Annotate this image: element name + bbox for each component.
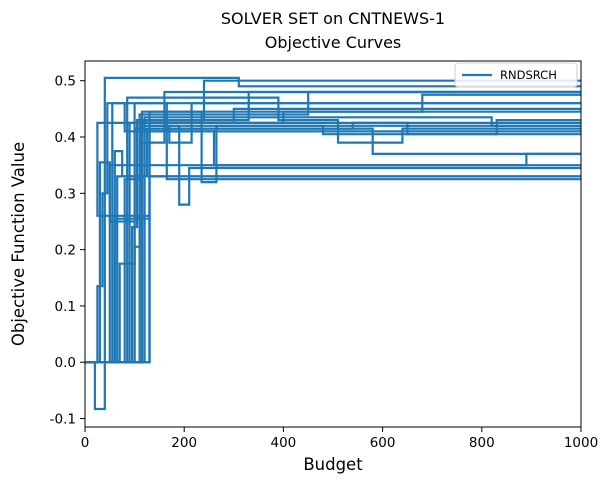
x-tick-label: 400 [271, 435, 297, 451]
legend-box [454, 62, 578, 88]
y-tick-label: 0.5 [55, 74, 76, 90]
plot-area [84, 60, 582, 428]
y-tick-label: 0.4 [55, 130, 76, 146]
series-line-9 [85, 90, 581, 364]
y-tick-label: -0.1 [50, 412, 76, 428]
y-axis: -0.1 0.0 0.1 0.2 0.3 0.4 0.5 [50, 74, 85, 428]
y-tick-label: 0.1 [55, 299, 76, 315]
y-tick-label: 0.2 [55, 243, 76, 259]
x-tick-label: 1000 [564, 435, 598, 451]
series-line-17 [85, 127, 581, 364]
series-group [85, 76, 581, 411]
chart-subtitle: Objective Curves [265, 33, 402, 52]
y-tick-label: 0.0 [55, 355, 76, 371]
y-axis-label: Objective Function Value [9, 142, 28, 346]
x-tick-label: 0 [81, 435, 90, 451]
legend-label-rndsrch: RNDSRCH [500, 68, 557, 82]
x-axis: 0 200 400 600 800 1000 [81, 427, 598, 451]
series-line-14 [85, 110, 581, 364]
x-axis-label: Budget [303, 455, 363, 474]
series-line-11 [85, 124, 581, 364]
series-line-2 [85, 107, 581, 364]
y-tick-label: 0.3 [55, 186, 76, 202]
series-line-10 [85, 79, 581, 364]
series-line-12 [85, 110, 581, 364]
series-line-6 [85, 150, 581, 364]
series-line-22 [85, 118, 581, 364]
series-line-3 [85, 102, 581, 364]
x-tick-label: 800 [469, 435, 495, 451]
chart-title: SOLVER SET on CNTNEWS-1 [221, 9, 445, 28]
series-line-23 [85, 121, 581, 364]
series-line-24 [85, 90, 581, 364]
plot-frame [84, 60, 582, 428]
series-line-1 [85, 76, 581, 411]
x-tick-label: 600 [370, 435, 396, 451]
series-line-19 [85, 121, 581, 364]
series-line-8 [85, 90, 581, 364]
series-line-4 [85, 161, 581, 364]
series-line-18 [85, 152, 581, 364]
legend: RNDSRCH [454, 62, 578, 88]
series-line-16 [85, 96, 581, 364]
x-tick-label: 200 [171, 435, 197, 451]
